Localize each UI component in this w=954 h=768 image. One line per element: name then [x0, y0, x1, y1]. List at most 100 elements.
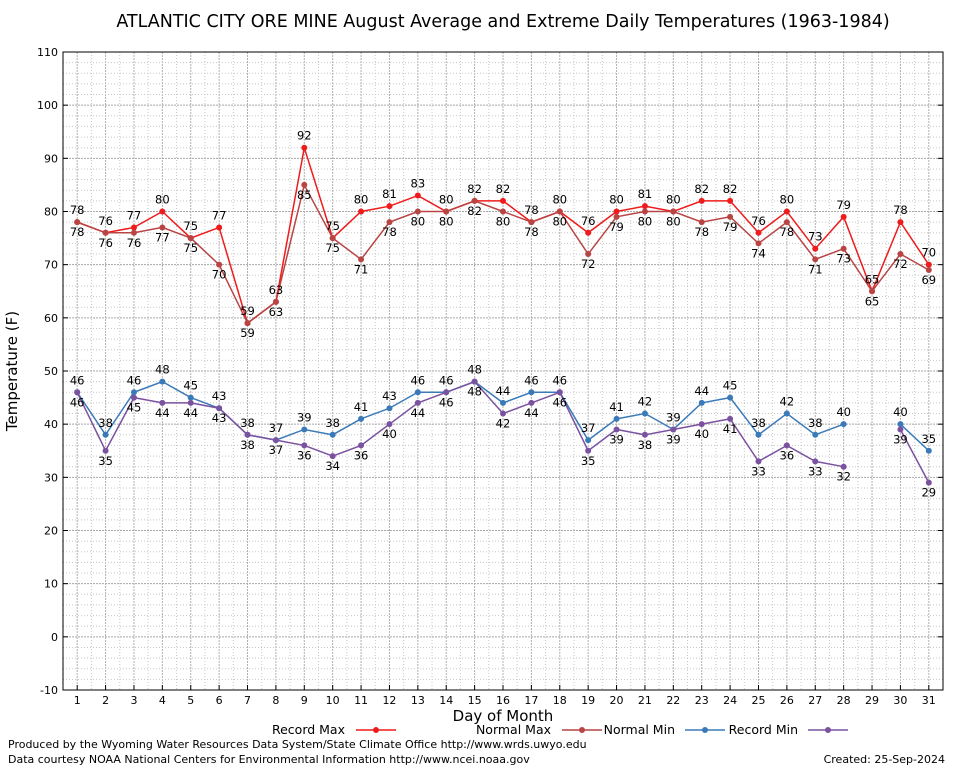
normal-max-point [386, 219, 393, 226]
y-tick-label: 70 [44, 259, 58, 272]
normal-max-data-label: 76 [98, 236, 113, 250]
normal-max-point [556, 208, 563, 215]
y-tick-label: 90 [44, 152, 58, 165]
normal-min-point [358, 415, 365, 422]
record-min-point [159, 399, 166, 406]
normal-max-data-label: 78 [694, 225, 709, 239]
record-min-point [812, 458, 819, 465]
x-tick-label: 2 [102, 694, 109, 707]
record-max-point [925, 261, 932, 268]
record-max-data-label: 80 [780, 193, 795, 207]
y-tick-label: 50 [44, 365, 58, 378]
record-max-data-label: 59 [240, 304, 255, 318]
legend-marker-record-min [825, 727, 831, 733]
record-max-data-label: 65 [865, 272, 880, 286]
record-min-point [187, 399, 194, 406]
normal-max-data-label: 70 [212, 268, 227, 282]
normal-max-data-label: 79 [723, 220, 738, 234]
normal-min-data-label: 39 [666, 410, 681, 424]
record-max-point [755, 229, 762, 236]
footer-producer: Produced by the Wyoming Water Resources … [8, 738, 587, 751]
normal-max-data-label: 78 [524, 225, 539, 239]
record-min-point [925, 479, 932, 486]
record-max-point [783, 208, 790, 215]
normal-max-point [925, 266, 932, 273]
x-tick-label: 27 [808, 694, 822, 707]
normal-max-data-label: 79 [609, 220, 624, 234]
normal-min-data-label: 37 [269, 421, 284, 435]
x-tick-label: 29 [865, 694, 879, 707]
record-max-data-label: 83 [411, 177, 426, 191]
normal-min-point [755, 431, 762, 438]
record-min-point [755, 458, 762, 465]
normal-max-point [414, 208, 421, 215]
normal-min-point [840, 421, 847, 428]
record-min-point [130, 394, 137, 401]
record-max-data-label: 77 [127, 208, 142, 222]
record-min-data-label: 41 [723, 422, 738, 436]
normal-max-data-label: 69 [921, 273, 936, 287]
record-max-data-label: 73 [808, 230, 823, 244]
record-min-point [301, 442, 308, 449]
normal-max-data-label: 75 [325, 241, 340, 255]
record-max-data-label: 80 [155, 193, 170, 207]
x-tick-label: 1 [74, 694, 81, 707]
record-max-point [500, 197, 506, 204]
record-max-data-label: 81 [382, 187, 397, 201]
x-tick-label: 15 [468, 694, 482, 707]
normal-min-point [585, 437, 592, 444]
normal-max-data-label: 80 [411, 215, 426, 229]
y-tick-label: 100 [37, 99, 58, 112]
chart-title: ATLANTIC CITY ORE MINE August Average an… [116, 12, 889, 32]
normal-max-point [159, 224, 166, 231]
record-min-point [414, 399, 421, 406]
normal-max-data-label: 80 [552, 215, 567, 229]
normal-min-point [329, 431, 336, 438]
normal-max-data-label: 78 [70, 225, 85, 239]
normal-min-data-label: 46 [127, 373, 142, 387]
x-axis-label: Day of Month [453, 707, 554, 725]
normal-min-data-label: 46 [552, 373, 567, 387]
normal-min-data-label: 38 [98, 416, 113, 430]
record-min-data-label: 45 [127, 401, 142, 415]
x-tick-label: 18 [553, 694, 567, 707]
record-max-data-label: 78 [893, 203, 908, 217]
normal-max-data-label: 71 [808, 262, 823, 276]
normal-max-data-label: 82 [467, 204, 482, 218]
record-min-point [698, 421, 705, 428]
normal-min-data-label: 42 [638, 395, 653, 409]
normal-min-data-label: 46 [524, 373, 539, 387]
normal-min-data-label: 38 [325, 416, 340, 430]
series-lines [74, 144, 932, 486]
record-max-point [216, 224, 223, 231]
record-min-point [471, 378, 478, 385]
normal-max-data-label: 72 [581, 257, 596, 271]
y-tick-label: 0 [51, 631, 58, 644]
footer-courtesy: Data courtesy NOAA National Centers for … [8, 753, 530, 766]
normal-max-point [443, 208, 450, 215]
record-min-data-label: 33 [751, 464, 766, 478]
record-max-point [301, 144, 308, 151]
record-min-data-label: 40 [382, 427, 397, 441]
record-min-data-label: 32 [836, 470, 851, 484]
normal-max-data-label: 73 [836, 252, 851, 266]
record-min-point [216, 405, 223, 412]
record-min-data-label: 36 [354, 448, 369, 462]
normal-max-point [74, 219, 81, 226]
record-min-point [897, 426, 904, 433]
record-max-data-label: 79 [836, 198, 851, 212]
record-min-data-label: 35 [98, 454, 113, 468]
record-min-point [358, 442, 365, 449]
x-tick-label: 20 [610, 694, 624, 707]
y-tick-label: 30 [44, 471, 58, 484]
normal-min-data-label: 41 [609, 400, 624, 414]
x-tick-label: 30 [893, 694, 907, 707]
record-max-point [358, 208, 365, 215]
x-tick-label: 9 [301, 694, 308, 707]
record-max-data-label: 82 [496, 182, 511, 196]
record-min-point [244, 431, 251, 438]
x-tick-label: 14 [439, 694, 453, 707]
normal-min-data-label: 41 [354, 400, 369, 414]
normal-max-point [585, 251, 592, 258]
